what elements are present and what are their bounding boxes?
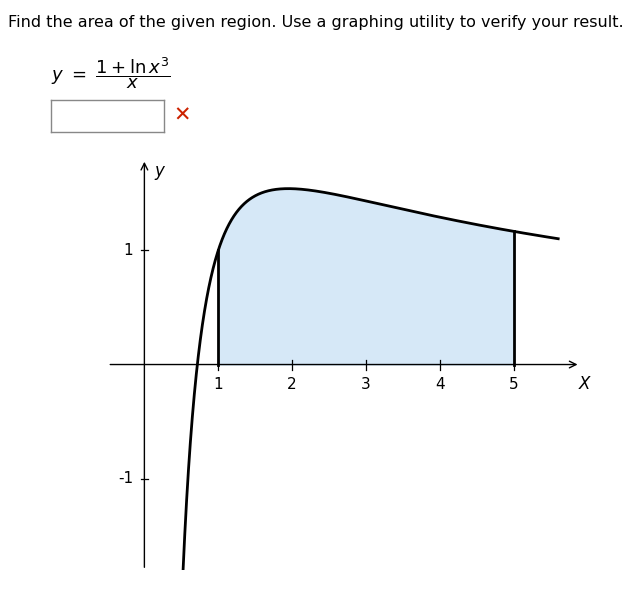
Text: 5: 5 (509, 377, 519, 392)
Text: 1: 1 (214, 377, 223, 392)
Text: 3: 3 (362, 377, 371, 392)
Text: 2: 2 (288, 377, 297, 392)
Text: X: X (578, 375, 590, 393)
Text: -1: -1 (118, 471, 133, 486)
Text: Find the area of the given region. Use a graphing utility to verify your result.: Find the area of the given region. Use a… (8, 15, 624, 30)
Text: 1: 1 (124, 243, 133, 258)
Text: ✕: ✕ (174, 106, 191, 126)
Text: $y\ =\ \dfrac{1+\ln x^{3}}{x}$: $y\ =\ \dfrac{1+\ln x^{3}}{x}$ (51, 56, 170, 91)
Text: 4: 4 (435, 377, 445, 392)
Text: y: y (154, 162, 164, 180)
